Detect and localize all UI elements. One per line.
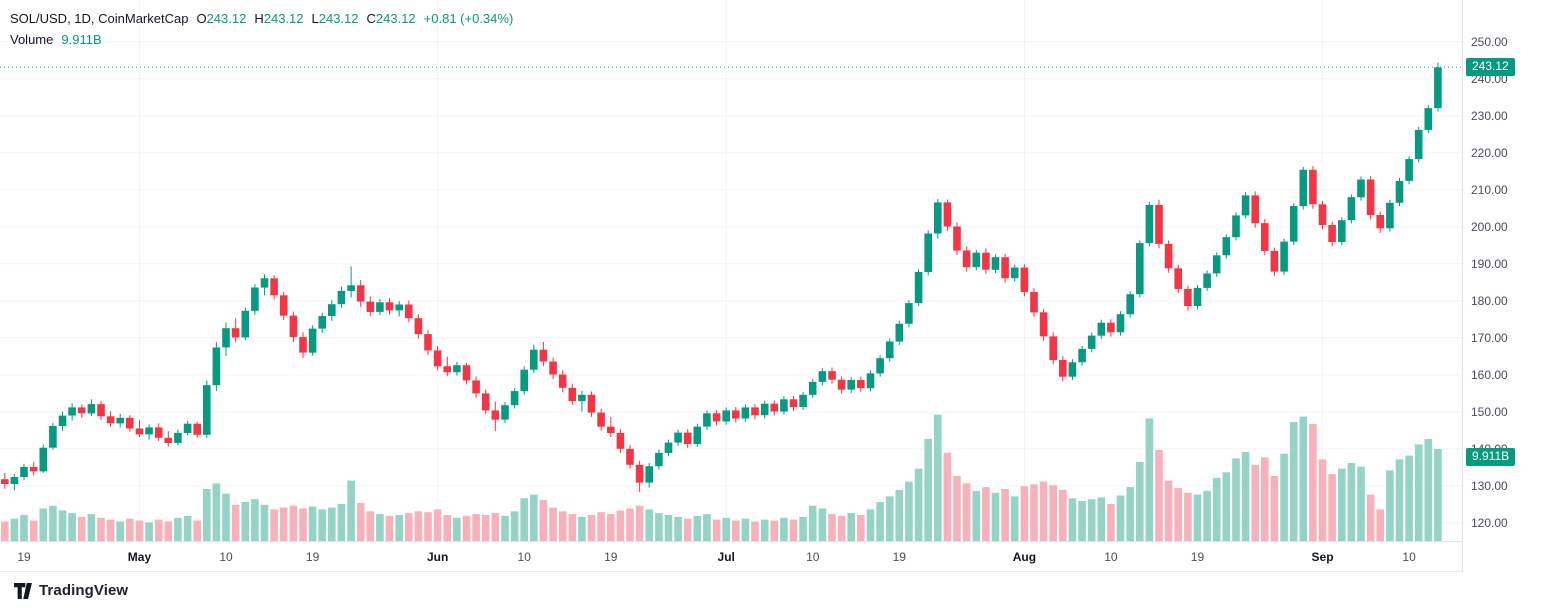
last-price-badge: 243.12: [1466, 58, 1515, 77]
time-axis-tick: May: [127, 550, 152, 564]
ohlc-open: O243.12: [196, 11, 247, 26]
chart-pane[interactable]: SOL/USD, 1D, CoinMarketCap O243.12 H243.…: [0, 0, 1462, 541]
volume-badge: 9.911B: [1466, 447, 1516, 466]
time-axis-tick: 19: [892, 550, 906, 564]
ohlc-low: L243.12: [311, 11, 359, 26]
ohlc-high: H243.12: [254, 11, 304, 26]
price-axis-tick: 190.00: [1471, 256, 1508, 271]
price-axis-tick: 250.00: [1471, 34, 1508, 49]
bottom-bar: TradingView: [0, 572, 1544, 611]
price-axis-tick: 130.00: [1471, 478, 1508, 493]
volume-indicator-label[interactable]: Volume: [10, 32, 54, 47]
price-scale[interactable]: 250.00 240.00 230.00 220.00 210.00 200.00 190.…: [1462, 0, 1544, 572]
price-change: +0.81 (+0.34%): [423, 11, 514, 26]
price-axis-tick: 120.00: [1471, 515, 1508, 530]
time-axis-tick: Aug: [1012, 550, 1037, 564]
price-axis-tick: 150.00: [1471, 404, 1508, 419]
time-axis-tick: 10: [517, 550, 531, 564]
time-axis-tick: 19: [305, 550, 320, 564]
time-axis-tick: 19: [604, 550, 618, 564]
time-axis-tick: 10: [1402, 550, 1416, 564]
chart-legend: SOL/USD, 1D, CoinMarketCap O243.12 H243.…: [10, 8, 513, 50]
time-axis-tick: 10: [219, 550, 233, 564]
tradingview-brand-text: TradingView: [39, 582, 129, 599]
time-scale[interactable]: 19 May 10 19 Jun 10 19 Jul 10 19 Aug 10 19 Sep 10: [0, 541, 1462, 572]
price-axis-tick: 180.00: [1471, 293, 1508, 308]
price-axis-tick: 200.00: [1471, 219, 1508, 234]
volume-indicator-value: 9.911B: [61, 32, 102, 47]
time-axis-tick: 10: [806, 550, 820, 564]
price-axis-tick: 160.00: [1471, 367, 1508, 382]
price-axis-tick: 230.00: [1471, 108, 1508, 123]
time-axis-tick: Jun: [426, 550, 449, 564]
symbol-title[interactable]: SOL/USD, 1D, CoinMarketCap: [10, 11, 189, 26]
tradingview-logo-icon: [14, 582, 32, 599]
candlestick-chart[interactable]: [0, 0, 1462, 541]
price-axis-tick: 210.00: [1471, 182, 1508, 197]
price-axis-tick: 170.00: [1471, 330, 1508, 345]
time-axis-tick: 19: [1190, 550, 1205, 564]
time-axis-tick: 19: [17, 550, 31, 564]
time-axis-tick: 10: [1104, 550, 1118, 564]
tradingview-logo[interactable]: TradingView: [14, 582, 128, 599]
price-axis-tick: 220.00: [1471, 145, 1508, 160]
time-axis-tick: Jul: [717, 550, 735, 564]
time-axis-tick: Sep: [1311, 550, 1334, 564]
ohlc-close: C243.12: [366, 11, 416, 26]
